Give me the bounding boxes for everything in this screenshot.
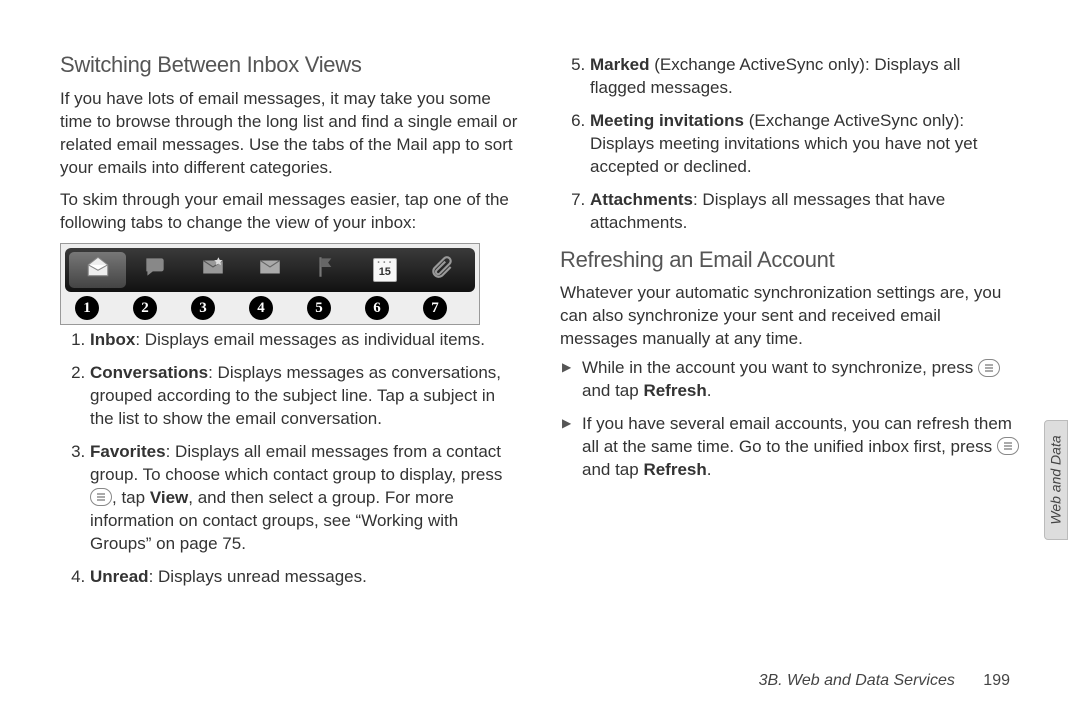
- b2a: If you have several email accounts, you …: [582, 414, 1012, 456]
- circle-3: 3: [191, 296, 215, 320]
- intro-paragraph-1: If you have lots of email messages, it m…: [60, 88, 520, 180]
- heading-refreshing: Refreshing an Email Account: [560, 245, 1020, 275]
- tab-favorites[interactable]: [184, 252, 241, 288]
- b2c: .: [707, 460, 712, 479]
- circle-2: 2: [133, 296, 157, 320]
- tab-conversations[interactable]: [126, 252, 183, 288]
- menu-icon: [90, 488, 112, 506]
- star-envelope-icon: [200, 254, 226, 287]
- flag-icon: [314, 254, 340, 287]
- list-item: Attachments: Displays all messages that …: [590, 189, 1020, 235]
- footer-page-number: 199: [983, 672, 1010, 689]
- term-favorites: Favorites: [90, 442, 166, 461]
- desc-inbox: : Displays email messages as individual …: [135, 330, 485, 349]
- calendar-day: 15: [379, 265, 391, 280]
- right-column: Marked (Exchange ActiveSync only): Displ…: [560, 50, 1020, 599]
- desc-favorites-mid: , tap: [112, 488, 150, 507]
- envelope-icon: [257, 254, 283, 287]
- page: Switching Between Inbox Views If you hav…: [0, 0, 1080, 639]
- b1b: and tap: [582, 381, 643, 400]
- toolbar-figure: • • • 15 1 2 3 4 5 6 7: [60, 243, 480, 325]
- circle-1: 1: [75, 296, 99, 320]
- term-refresh: Refresh: [643, 381, 706, 400]
- inbox-views-list-cont: Marked (Exchange ActiveSync only): Displ…: [560, 54, 1020, 235]
- envelope-open-icon: [85, 254, 111, 287]
- tab-attachments[interactable]: [414, 252, 471, 288]
- term-unread: Unread: [90, 567, 149, 586]
- heading-switching: Switching Between Inbox Views: [60, 50, 520, 80]
- term-attachments: Attachments: [590, 190, 693, 209]
- mail-toolbar: • • • 15: [65, 248, 475, 292]
- term-conversations: Conversations: [90, 363, 208, 382]
- list-item: Unread: Displays unread messages.: [90, 566, 520, 589]
- list-item: Meeting invitations (Exchange ActiveSync…: [590, 110, 1020, 179]
- side-tab-label: Web and Data: [1048, 435, 1064, 524]
- footer-section: 3B. Web and Data Services: [759, 672, 955, 689]
- tab-unread[interactable]: [241, 252, 298, 288]
- list-item: Inbox: Displays email messages as indivi…: [90, 329, 520, 352]
- desc-unread: : Displays unread messages.: [149, 567, 367, 586]
- circle-7: 7: [423, 296, 447, 320]
- circle-6: 6: [365, 296, 389, 320]
- term-meeting: Meeting invitations: [590, 111, 744, 130]
- b1a: While in the account you want to synchro…: [582, 358, 978, 377]
- paperclip-icon: [429, 254, 455, 287]
- inbox-views-list: Inbox: Displays email messages as indivi…: [60, 329, 520, 588]
- tab-marked[interactable]: [299, 252, 356, 288]
- intro-paragraph-2: To skim through your email messages easi…: [60, 189, 520, 235]
- tab-inbox[interactable]: [69, 252, 126, 288]
- list-item: If you have several email accounts, you …: [582, 413, 1020, 482]
- term-inbox: Inbox: [90, 330, 135, 349]
- term-view: View: [150, 488, 188, 507]
- refresh-steps: While in the account you want to synchro…: [560, 357, 1020, 482]
- list-item: Marked (Exchange ActiveSync only): Displ…: [590, 54, 1020, 100]
- list-item: Favorites: Displays all email messages f…: [90, 441, 520, 556]
- list-item: While in the account you want to synchro…: [582, 357, 1020, 403]
- menu-icon: [997, 437, 1019, 455]
- b2b: and tap: [582, 460, 643, 479]
- b1c: .: [707, 381, 712, 400]
- page-footer: 3B. Web and Data Services 199: [759, 672, 1010, 690]
- tab-meeting[interactable]: • • • 15: [356, 252, 413, 288]
- circle-5: 5: [307, 296, 331, 320]
- term-refresh: Refresh: [643, 460, 706, 479]
- side-tab: Web and Data: [1044, 420, 1068, 540]
- term-marked: Marked: [590, 55, 650, 74]
- list-item: Conversations: Displays messages as conv…: [90, 362, 520, 431]
- calendar-icon: • • • 15: [373, 258, 397, 282]
- chat-bubble-icon: [142, 254, 168, 287]
- refresh-intro: Whatever your automatic synchronization …: [560, 282, 1020, 351]
- circle-4: 4: [249, 296, 273, 320]
- left-column: Switching Between Inbox Views If you hav…: [60, 50, 520, 599]
- menu-icon: [978, 359, 1000, 377]
- circle-numbers-row: 1 2 3 4 5 6 7: [65, 292, 475, 320]
